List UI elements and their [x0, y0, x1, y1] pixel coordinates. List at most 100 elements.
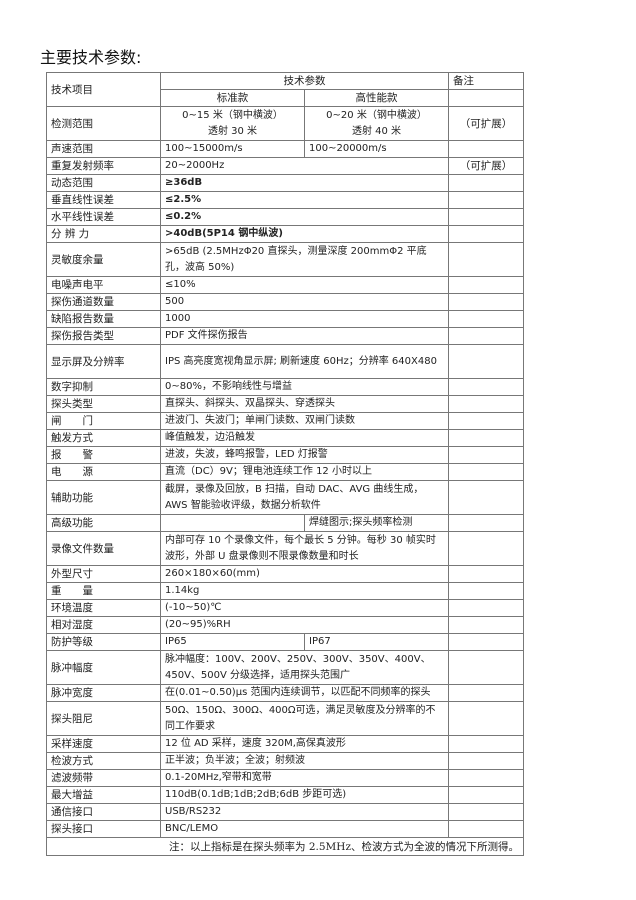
- table-row: 检测范围 0~15 米（钢中横波） 透射 30 米 0~20 米（钢中横波） 透射 …: [46, 106, 524, 141]
- table-row: 电噪声电平 ≤10%: [46, 276, 524, 294]
- table-row: 探伤报告类型 PDF 文件探伤报告: [46, 327, 524, 345]
- row-remark: [448, 582, 524, 600]
- row-value: 直探头、斜探头、双晶探头、穿透探头: [160, 395, 449, 413]
- row-label: 声速范围: [46, 140, 161, 158]
- row-value: (-10~50)℃: [160, 599, 449, 617]
- header-item: 技术项目: [46, 72, 161, 107]
- row-label: 检测范围: [46, 106, 161, 141]
- row-value: 内部可存 10 个录像文件，每个最长 5 分钟。每秒 30 帧实时波形，外部 U…: [160, 531, 449, 566]
- row-remark: （可扩展）: [448, 157, 524, 175]
- row-label: 脉冲幅度: [46, 650, 161, 685]
- row-value: 20~2000Hz: [160, 157, 449, 175]
- row-label: 电 源: [46, 463, 161, 481]
- row-label: 环境温度: [46, 599, 161, 617]
- row-value: 110dB(0.1dB;1dB;2dB;6dB 步距可选): [160, 786, 449, 804]
- row-label: 检波方式: [46, 752, 161, 770]
- table-row: 重复发射频率 20~2000Hz （可扩展）: [46, 157, 524, 175]
- row-remark: [448, 378, 524, 396]
- row-value: (20~95)%RH: [160, 616, 449, 634]
- row-remark: [448, 803, 524, 821]
- row-remark: [448, 463, 524, 481]
- header-row: 技术项目 技术参数 备注: [46, 72, 524, 107]
- table-row: 最大增益 110dB(0.1dB;1dB;2dB;6dB 步距可选): [46, 786, 524, 804]
- row-value: 0.1-20MHz,窄带和宽带: [160, 769, 449, 787]
- row-label: 高级功能: [46, 514, 161, 532]
- table-row: 脉冲宽度 在(0.01~0.50)μs 范围内连续调节，以匹配不同频率的探头: [46, 684, 524, 702]
- table-note: 注：以上指标是在探头频率为 2.5MHz、检波方式为全波的情况下所测得。: [46, 837, 524, 856]
- row-label: 探伤报告类型: [46, 327, 161, 345]
- table-row: 滤波频带 0.1-20MHz,窄带和宽带: [46, 769, 524, 787]
- row-remark: [448, 140, 524, 158]
- table-row: 缺陷报告数量 1000: [46, 310, 524, 328]
- row-value: 直流（DC）9V；锂电池连续工作 12 小时以上: [160, 463, 449, 481]
- table-row: 相对湿度 (20~95)%RH: [46, 616, 524, 634]
- table-row: 采样速度 12 位 AD 采样，速度 320M,高保真波形: [46, 735, 524, 753]
- table-row: 灵敏度余量 >65dB (2.5MHzΦ20 直探头，测量深度 200mmΦ2 平…: [46, 242, 524, 277]
- row-label: 灵敏度余量: [46, 242, 161, 277]
- row-value-high: 焊缝图示;探头频率检测: [304, 514, 449, 532]
- table-row: 触发方式 峰值触发，边沿触发: [46, 429, 524, 447]
- row-label: 探伤通道数量: [46, 293, 161, 311]
- row-value: BNC/LEMO: [160, 820, 449, 838]
- row-remark: [448, 769, 524, 787]
- row-remark: [448, 480, 524, 515]
- row-label: 外型尺寸: [46, 565, 161, 583]
- row-remark: [448, 565, 524, 583]
- row-label: 重 量: [46, 582, 161, 600]
- row-value: 0~80%，不影响线性与增益: [160, 378, 449, 396]
- table-row: 分 辨 力 >40dB(5P14 钢中纵波): [46, 225, 524, 243]
- row-value: 在(0.01~0.50)μs 范围内连续调节，以匹配不同频率的探头: [160, 684, 449, 702]
- row-value: 正半波；负半波；全波；射频波: [160, 752, 449, 770]
- row-label: 通信接口: [46, 803, 161, 821]
- row-value: ≤2.5%: [160, 191, 449, 209]
- row-label: 录像文件数量: [46, 531, 161, 566]
- table-row: 录像文件数量 内部可存 10 个录像文件，每个最长 5 分钟。每秒 30 帧实时波…: [46, 531, 524, 566]
- table-row: 外型尺寸 260×180×60(mm): [46, 565, 524, 583]
- row-label: 分 辨 力: [46, 225, 161, 243]
- row-value: 进波门、失波门；单闸门读数、双闸门读数: [160, 412, 449, 430]
- row-value: 进波，失波，蜂鸣报警，LED 灯报警: [160, 446, 449, 464]
- row-value: 截屏，录像及回放，B 扫描，自动 DAC、AVG 曲线生成，AWS 智能验收评级…: [160, 480, 449, 515]
- row-remark: [448, 395, 524, 413]
- row-remark: [448, 429, 524, 447]
- row-label: 防护等级: [46, 633, 161, 651]
- header-standard: 标准款: [160, 89, 305, 107]
- row-remark: [448, 599, 524, 617]
- row-remark: [448, 735, 524, 753]
- table-row: 垂直线性误差 ≤2.5%: [46, 191, 524, 209]
- row-remark: [448, 650, 524, 685]
- header-remarks: 备注: [448, 72, 524, 90]
- row-value: 脉冲幅度：100V、200V、250V、300V、350V、400V、450V、…: [160, 650, 449, 685]
- row-label: 探头接口: [46, 820, 161, 838]
- row-label: 缺陷报告数量: [46, 310, 161, 328]
- table-row: 数字抑制 0~80%，不影响线性与增益: [46, 378, 524, 396]
- table-row: 探头接口 BNC/LEMO: [46, 820, 524, 838]
- row-value: 峰值触发，边沿触发: [160, 429, 449, 447]
- row-label: 探头阻尼: [46, 701, 161, 736]
- table-row: 闸 门进波门、失波门；单闸门读数、双闸门读数: [46, 412, 524, 430]
- table-row: 动态范围 ≥36dB: [46, 174, 524, 192]
- table-row: 探头类型 直探头、斜探头、双晶探头、穿透探头: [46, 395, 524, 413]
- row-value: 500: [160, 293, 449, 311]
- row-label: 闸 门: [46, 412, 161, 430]
- page-title: 主要技术参数:: [40, 48, 142, 67]
- row-value-standard: 100~15000m/s: [160, 140, 305, 158]
- row-remark: [448, 412, 524, 430]
- row-label: 动态范围: [46, 174, 161, 192]
- row-label: 滤波频带: [46, 769, 161, 787]
- row-remark: [448, 616, 524, 634]
- row-remark: [448, 310, 524, 328]
- row-remark: [448, 633, 524, 651]
- row-remark: [448, 327, 524, 345]
- row-value-standard: [160, 514, 305, 532]
- row-label: 显示屏及分辨率: [46, 344, 161, 379]
- row-remark: （可扩展）: [448, 106, 524, 141]
- table-row: 防护等级 IP65 IP67: [46, 633, 524, 651]
- row-label: 探头类型: [46, 395, 161, 413]
- table-row: 脉冲幅度 脉冲幅度：100V、200V、250V、300V、350V、400V、4…: [46, 650, 524, 685]
- row-remark: [448, 684, 524, 702]
- row-remark: [448, 174, 524, 192]
- row-value-high: IP67: [304, 633, 449, 651]
- header-remarks-blank: [448, 89, 524, 107]
- row-value: 50Ω、150Ω、300Ω、400Ω可选，满足灵敏度及分辨率的不同工作要求: [160, 701, 449, 736]
